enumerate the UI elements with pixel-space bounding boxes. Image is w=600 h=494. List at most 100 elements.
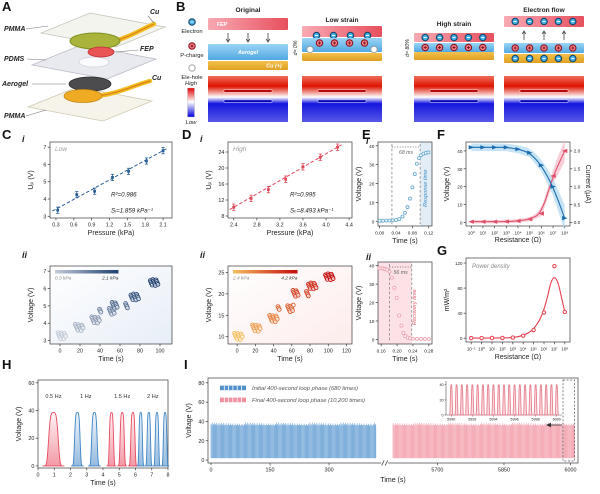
y2-tick: 1.5 [574,167,581,173]
x-tick: 80 [307,348,313,354]
x-tick: 5 [118,472,121,478]
r-squared: R²=0.995 [290,192,316,199]
frequency-label: 1 Hz [80,394,92,400]
x-tick: 4.4 [345,222,353,228]
y-tick: 60 [198,400,204,406]
x-tick: 20 [77,348,83,354]
y-tick: 80 [458,286,463,291]
y-axis-label: Voltage (V) [206,288,213,323]
x-tick: 6 [134,472,137,478]
x-tick: 10⁷ [550,230,557,235]
sublabel-D-i: i [200,134,203,144]
x-tick: 10⁸ [561,230,568,235]
y-tick: 30 [369,282,375,287]
x-axis-label: Time (s) [98,356,123,363]
y-tick: 5 [43,304,46,310]
y-tick: 24 [218,150,224,156]
state-title: Low strain [326,17,359,24]
inset-x-tick: 5990 [447,418,455,422]
x-tick: 5850 [498,467,510,473]
state-title: Electron flow [523,7,565,14]
y-tick: 20 [198,439,204,445]
y-tick: 20 [218,292,224,298]
x-tick: 3 [85,472,88,478]
field-simulation [504,76,584,122]
colorbar [187,87,195,118]
y-axis-label: Voltage (V) [16,407,23,442]
y-tick: 6 [43,287,46,293]
x-tick: 10⁰ [478,346,485,351]
x-tick: 2 [69,472,72,478]
label-cu-bottom: Cu [152,75,162,82]
x-axis-label: Pressure (kPa) [267,230,314,237]
x-axis-label: Time (s) [277,356,302,363]
sublabel-D-ii: ii [200,250,206,260]
inset-x-tick: 5992 [468,418,476,422]
y-tick: 20 [369,301,375,306]
x-tick: 0 [210,467,213,473]
chart-I: 0 20 40 60 80 Time (s) Voltage (V) 0 150 300 5700 5… [186,377,579,484]
x-tick: 0.20 [392,348,402,353]
x-tick: 10⁷ [551,346,558,351]
y-tick: 40 [458,311,463,316]
y-axis-label: Voltage (V) [28,288,35,323]
y-tick: 7 [43,269,46,275]
y-tick: 5 [43,180,46,186]
inset-x-tick: 6000 [553,418,561,422]
y-tick: 80 [198,381,204,387]
y-tick: 7 [43,145,46,151]
side-annotation: Recovery time [412,289,418,325]
y-tick: 20 [369,182,375,187]
x-tick: 10⁴ [514,230,521,235]
x-tick: 0.3 [52,222,60,228]
y-tick: 30 [369,163,375,168]
y2-tick: 0.0 [574,220,581,226]
x-tick: 60 [289,348,295,354]
x-axis-label: Time (s) [392,238,417,245]
frequency-label: 0.5 Hz [45,394,61,400]
x-tick: 10⁶ [541,346,548,351]
x-tick: 0.12 [424,230,434,235]
x-tick: 1.2 [106,222,114,228]
x-axis-label: Resistance (Ω) [495,354,541,361]
panel-label-H: H [2,357,12,372]
y-tick: 20 [28,436,34,442]
x-tick: 60 [117,348,123,354]
y-tick: 10 [457,203,463,208]
plot-note: Low [55,146,68,153]
x-tick: 0.04 [391,230,401,235]
y-axis-label: Voltage (V) [444,167,451,202]
state-title: High strain [437,21,471,28]
inset-y-tick: 40 [439,383,443,387]
y-axis-label: Voltage (V) [356,286,363,321]
x-tick: 4.0 [322,222,330,228]
y-tick: 30 [457,167,463,172]
x-tick: 300 [325,467,334,473]
y-tick: 40 [369,144,375,149]
chart-Ei: 0.00 0.04 0.08 0.12 0 10 20 30 40 Time (s) Voltage… [356,141,434,245]
y-tick: 0 [372,219,375,224]
y-tick: 60 [28,381,34,387]
y-tick: 40 [457,149,463,154]
label-cu-top: Cu [150,9,160,16]
state-title: Original [236,7,261,14]
x-tick: 7 [150,472,153,478]
sublabel-E-i: i [366,136,369,146]
x-tick: 10¹ [489,346,496,351]
x-tick: 10⁵ [526,230,533,235]
x-tick: 0.24 [408,348,418,353]
legend-ele-hole: Ele-hole [181,75,202,81]
y-tick: 40 [369,264,375,269]
y-tick: 25 [218,270,224,276]
x-tick: 80 [137,348,143,354]
sensitivity: Sₗ=1.859 kPa⁻¹ [111,208,153,215]
y-tick: 12 [218,198,224,204]
y-tick: 0 [460,336,463,341]
field-simulation [414,76,494,122]
y2-tick: 2.0 [574,149,581,155]
y-axis-label: Voltage (V) [186,403,193,438]
y-tick: 10 [218,335,224,341]
y-tick: 40 [198,419,204,425]
legend-p-charge: P-charge [180,53,204,59]
y-tick: 20 [218,166,224,172]
